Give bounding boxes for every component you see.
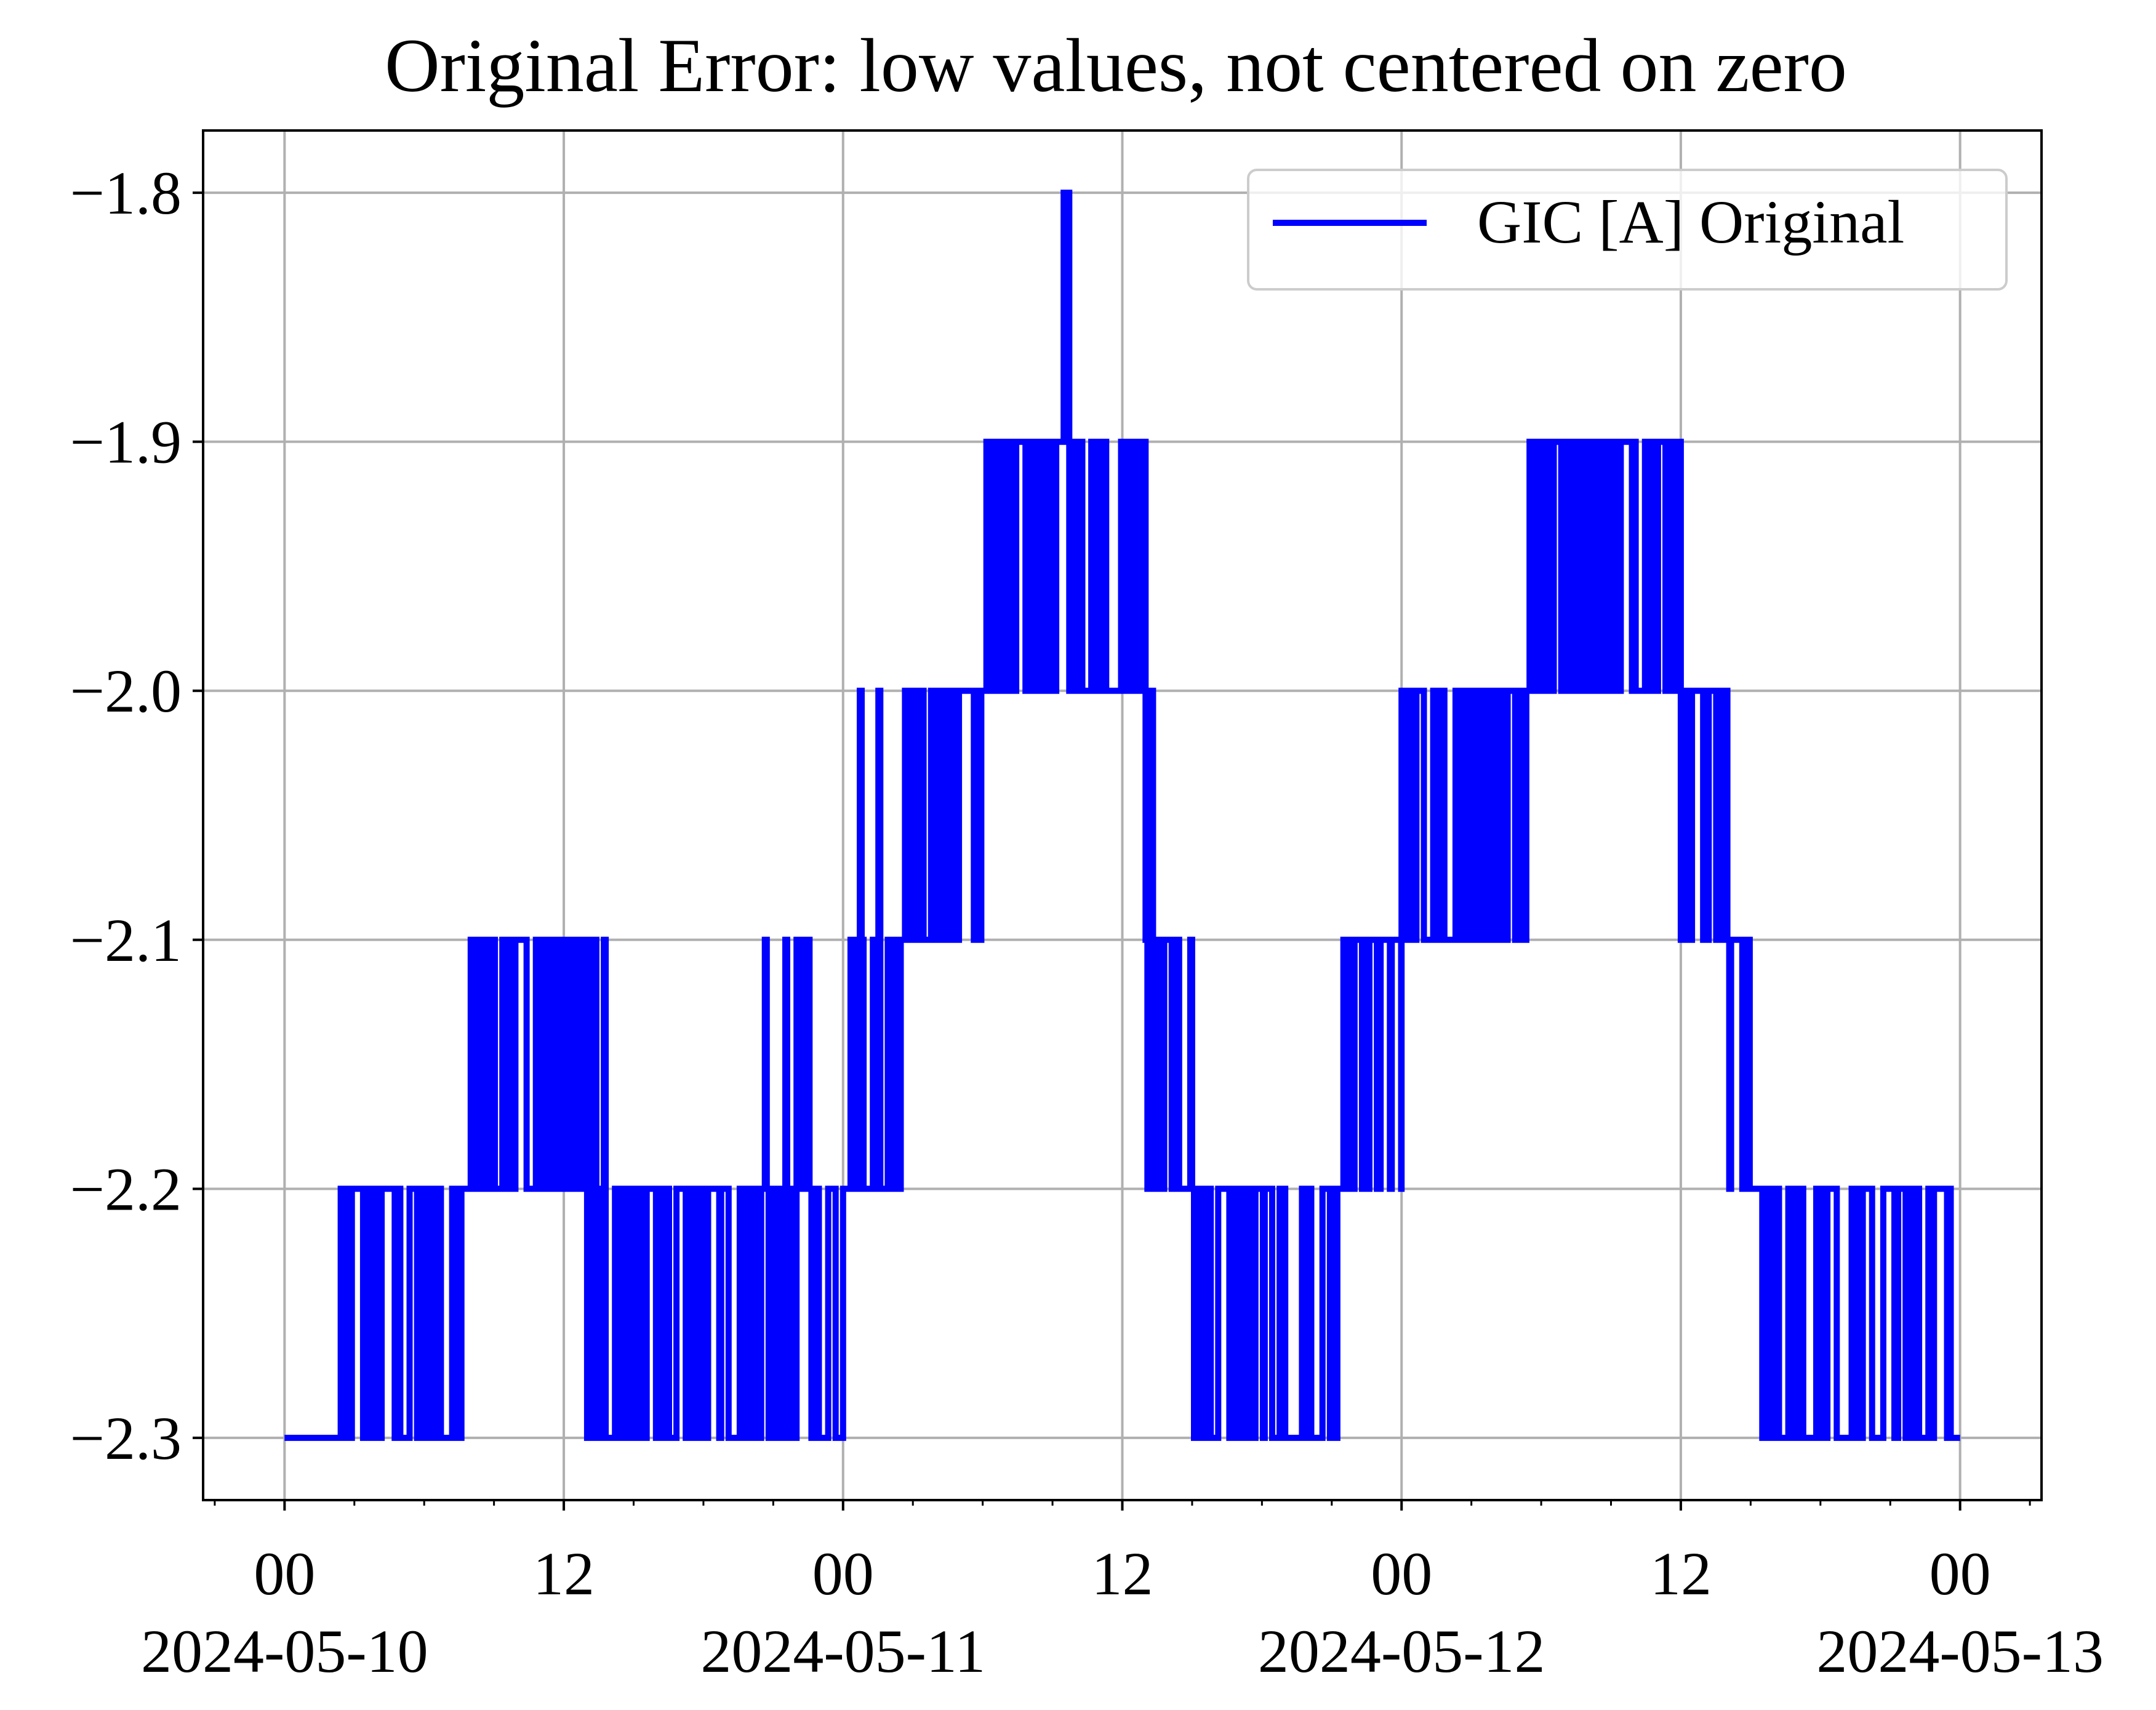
x-tick-label-hour: 12 (1650, 1539, 1712, 1608)
y-tick-label: −2.0 (70, 657, 182, 725)
legend-frame (1247, 169, 2008, 291)
series-gic-original (284, 190, 1960, 1441)
x-tick-label-hour: 00 (254, 1539, 315, 1608)
plot-area (284, 190, 1960, 1441)
x-tick-label-hour: 12 (533, 1539, 595, 1608)
x-tick-label-date: 2024-05-12 (1258, 1617, 1545, 1685)
x-tick-label-date: 2024-05-11 (700, 1617, 985, 1685)
x-axis: 00 2024-05-10 12 00 2024-05-11 12 00 2024-05-12… (141, 1500, 2104, 1685)
y-axis: −2.3 −2.2 −2.1 −2.0 −1.9 −1.8 (70, 159, 203, 1472)
x-tick-label-hour: 12 (1092, 1539, 1153, 1608)
x-tick-label-date: 2024-05-13 (1816, 1617, 2104, 1685)
x-tick-label-hour: 00 (1371, 1539, 1432, 1608)
chart-title: Original Error: low values, not centered… (385, 23, 1847, 108)
y-tick-label: −2.2 (70, 1155, 182, 1223)
x-tick-label-hour: 00 (1930, 1539, 1991, 1608)
x-tick-label-date: 2024-05-10 (141, 1617, 428, 1685)
y-tick-label: −1.9 (70, 408, 182, 476)
legend-entry-label: GIC [A] Original (1477, 188, 1904, 256)
series-line-gic-original (284, 190, 1960, 1441)
y-tick-label: −2.3 (70, 1404, 182, 1472)
x-tick-label-hour: 00 (812, 1539, 874, 1608)
legend: GIC [A] Original (1247, 169, 2008, 291)
y-tick-label: −2.1 (70, 906, 182, 974)
y-tick-label: −1.8 (70, 159, 182, 227)
